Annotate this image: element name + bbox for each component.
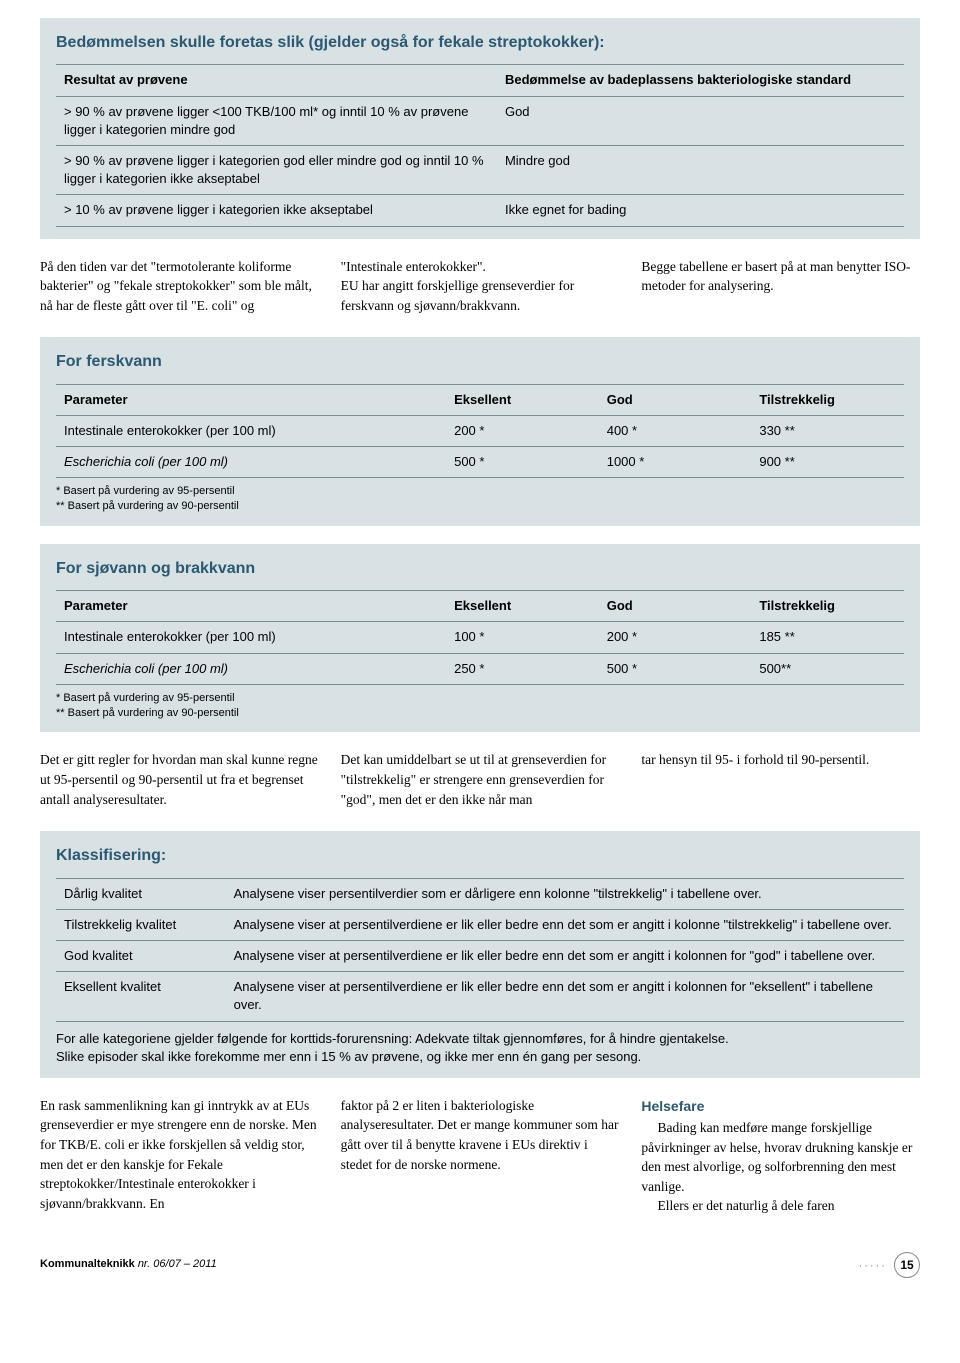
table-row: > 90 % av prøvene ligger <100 TKB/100 ml… [56,96,904,145]
box3-table: Parameter Eksellent God Tilstrekkelig In… [56,590,904,685]
helsefare-heading: Helsefare [641,1096,920,1116]
page-number-wrap: ····· 15 [859,1252,920,1278]
box1-title: Bedømmelsen skulle foretas slik (gjelder… [56,32,904,54]
box4-title: Klassifisering: [56,845,904,867]
box1-table: Resultat av prøvene Bedømmelse av badepl… [56,64,904,226]
box2-table: Parameter Eksellent God Tilstrekkelig In… [56,384,904,479]
assessment-box: Bedømmelsen skulle foretas slik (gjelder… [40,18,920,239]
seawater-box: For sjøvann og brakkvann Parameter Eksel… [40,544,920,733]
table-row: Intestinale enterokokker (per 100 ml) 20… [56,415,904,446]
table-row: > 90 % av prøvene ligger i kategorien go… [56,145,904,194]
table-row: Eksellent kvalitet Analysene viser at pe… [56,972,904,1021]
body-para-2: Det er gitt regler for hvordan man skal … [40,750,920,809]
page-number: 15 [894,1252,920,1278]
table-row: Intestinale enterokokker (per 100 ml) 10… [56,622,904,653]
table-row: > 10 % av prøvene ligger i kategorien ik… [56,195,904,226]
freshwater-box: For ferskvann Parameter Eksellent God Ti… [40,337,920,526]
box2-footnotes: * Basert på vurdering av 95-persentil **… [56,484,904,514]
table-row: Tilstrekkelig kvalitet Analysene viser a… [56,909,904,940]
classification-box: Klassifisering: Dårlig kvalitet Analysen… [40,831,920,1078]
box1-h1: Bedømmelse av badeplassens bakteriologis… [497,65,904,96]
table-row: Dårlig kvalitet Analysene viser persenti… [56,878,904,909]
box4-table: Dårlig kvalitet Analysene viser persenti… [56,878,904,1022]
box3-title: For sjøvann og brakkvann [56,558,904,580]
dots-icon: ····· [859,1260,887,1272]
box2-title: For ferskvann [56,351,904,373]
box3-footnotes: * Basert på vurdering av 95-persentil **… [56,691,904,721]
page-footer: Kommunalteknikk nr. 06/07 – 2011 ····· 1… [40,1252,920,1278]
box4-note: For alle kategoriene gjelder følgende fo… [56,1030,904,1066]
table-row: Escherichia coli (per 100 ml) 500 * 1000… [56,446,904,477]
box1-h0: Resultat av prøvene [56,65,497,96]
body-para-1: På den tiden var det "termotolerante kol… [40,257,920,316]
table-row: God kvalitet Analysene viser at persenti… [56,940,904,971]
magazine-ref: Kommunalteknikk nr. 06/07 – 2011 [40,1257,217,1272]
body-para-3: En rask sammenlikning kan gi inntrykk av… [40,1096,920,1216]
table-row: Escherichia coli (per 100 ml) 250 * 500 … [56,653,904,684]
